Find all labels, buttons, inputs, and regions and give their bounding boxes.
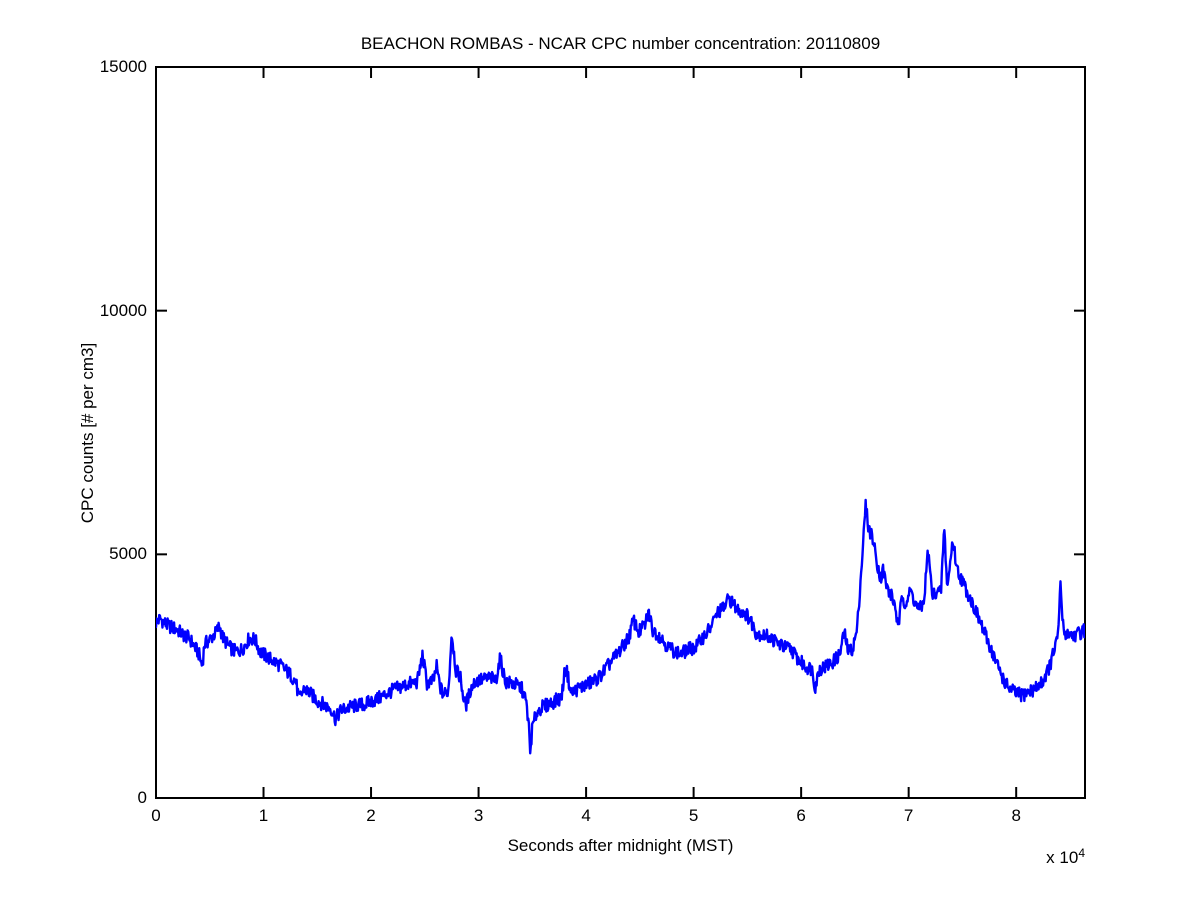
x-tick-label: 2: [366, 806, 376, 825]
x-axis-label: Seconds after midnight (MST): [507, 836, 734, 855]
x-tick-label: 5: [688, 806, 699, 825]
axes-box: [155, 66, 1086, 799]
cpc-data-line: [156, 498, 1085, 755]
y-tick-label: 5000: [109, 544, 147, 564]
x-tick-label: 1: [258, 806, 269, 825]
y-axis-label: CPC counts [# per cm3]: [78, 342, 97, 524]
x-tick-label: 0: [151, 806, 161, 825]
y-tick-label: 0: [137, 788, 147, 807]
x-tick-label: 8: [1011, 806, 1021, 825]
plot-area: [155, 66, 1086, 799]
x-tick-label: 7: [903, 806, 914, 825]
x-tick-label: 6: [796, 806, 806, 825]
x-axis-scale-exponent: 4: [1078, 846, 1085, 860]
x-tick-label: 3: [473, 806, 484, 825]
x-axis-scale-label: x 104: [1046, 846, 1085, 868]
x-tick-label: 4: [581, 806, 591, 825]
chart-title: BEACHON ROMBAS - NCAR CPC number concent…: [360, 34, 881, 53]
y-tick-label: 10000: [99, 300, 147, 320]
y-tick-label: 15000: [99, 57, 147, 76]
x-axis-scale-base: x 10: [1046, 848, 1079, 867]
